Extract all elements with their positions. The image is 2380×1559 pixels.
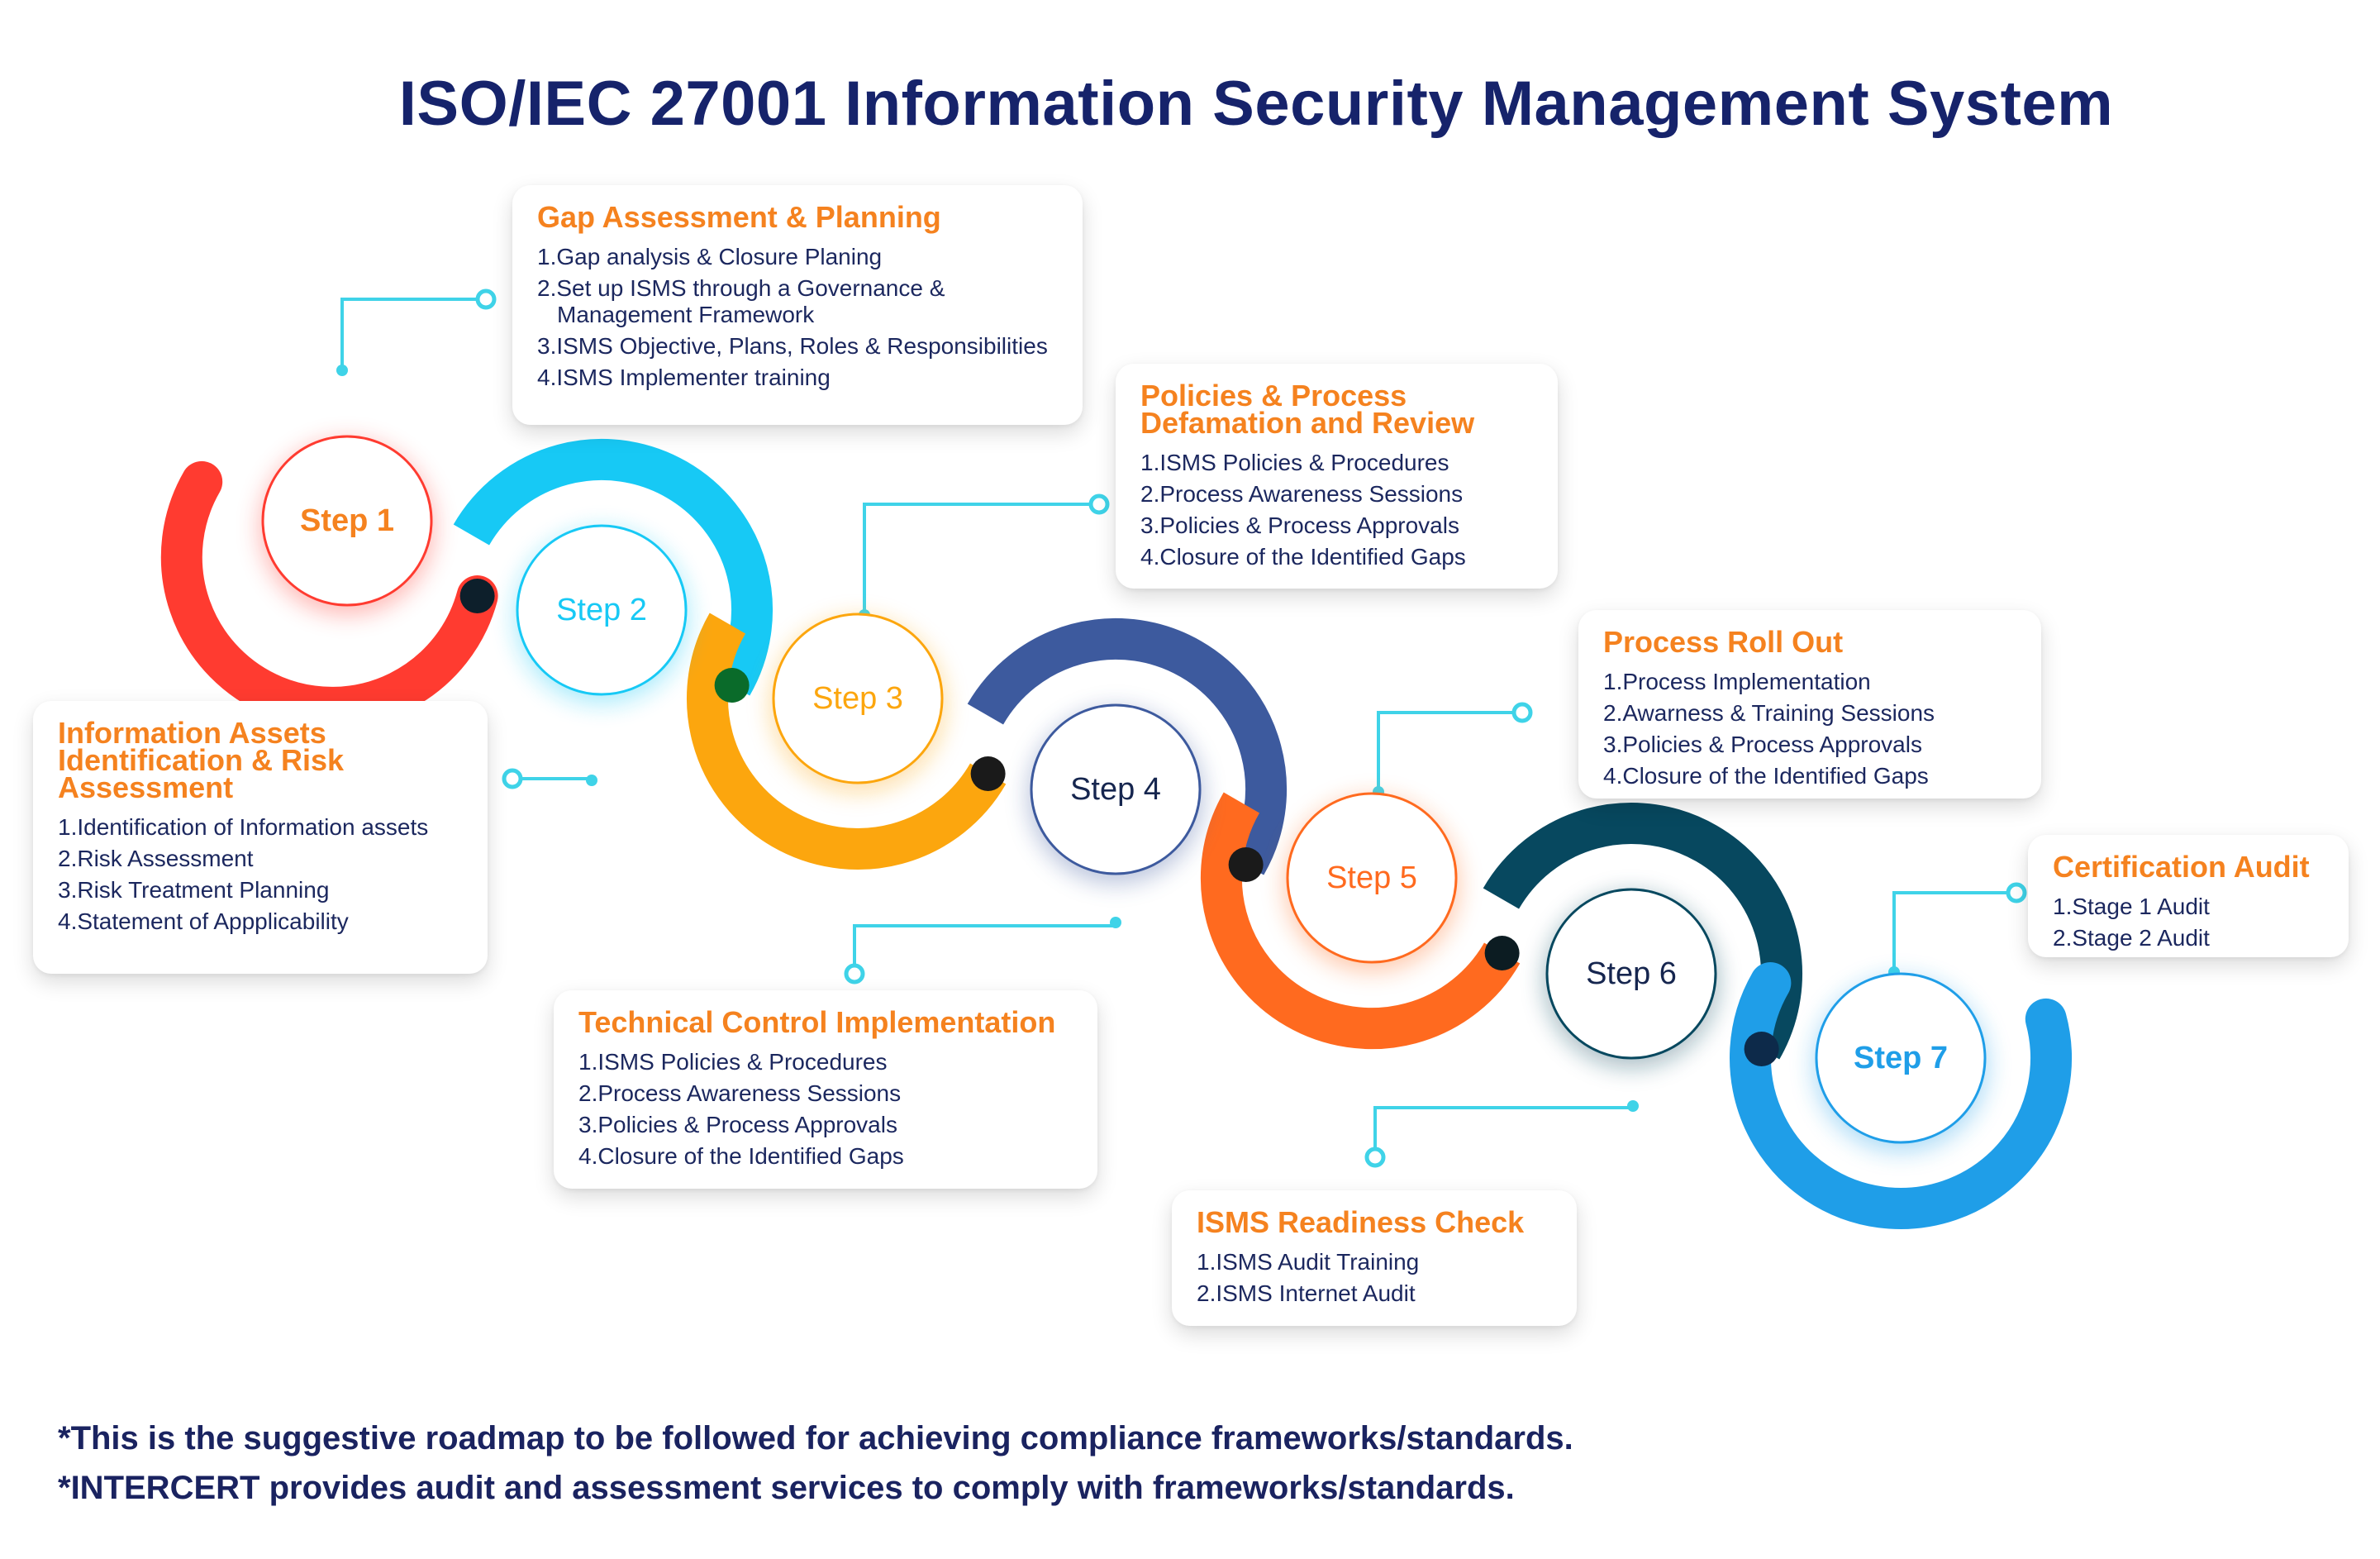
list-item: 2.Set up ISMS through a Governance & Man… xyxy=(537,275,945,327)
list-item: 3.Risk Treatment Planning xyxy=(58,877,330,903)
step-arc-7 xyxy=(1730,962,2072,1229)
card-title: Information Assets Identification & Risk… xyxy=(58,716,345,804)
list-item: 2.Process Awareness Sessions xyxy=(1140,481,1464,507)
step-label: Step 7 xyxy=(1854,1041,1948,1075)
step-circle xyxy=(772,613,944,784)
list-item: 2.Stage 2 Audit xyxy=(2053,925,2210,951)
step-circle xyxy=(1545,888,1717,1060)
step-label: Step 3 xyxy=(812,681,903,716)
joint-dot xyxy=(970,756,1006,791)
connector-start-dot xyxy=(1627,1100,1639,1112)
connector-end-dot xyxy=(1511,702,1533,723)
joint-dot xyxy=(1744,1032,1779,1066)
connector-line-6 xyxy=(1373,1106,1635,1157)
list-item: 1.Stage 1 Audit xyxy=(2053,894,2210,919)
step-circle xyxy=(1286,792,1458,964)
connector-line-7 xyxy=(1892,891,2016,972)
list-item: 1.Identification of Information assets xyxy=(58,814,429,840)
list-item: 4.ISMS Implementer training xyxy=(537,365,831,390)
footnote-roadmap: *This is the suggestive roadmap to be fo… xyxy=(58,1420,1573,1456)
step-arc-2 xyxy=(453,439,773,696)
card-isms-readiness: ISMS Readiness Check 1.ISMS Audit Traini… xyxy=(1172,1190,1577,1326)
step-circle xyxy=(1815,972,1987,1144)
connector-end-dot xyxy=(502,768,523,789)
joint-dot xyxy=(1484,936,1520,970)
card-gap-assessment: Gap Assessment & Planning 1.Gap analysis… xyxy=(512,185,1083,425)
card-process-roll-out: Process Roll Out 1.Process Implementatio… xyxy=(1578,610,2041,799)
step-label: Step 5 xyxy=(1326,861,1417,895)
step-arc-1 xyxy=(160,460,498,728)
card-certification-audit: Certification Audit 1.Stage 1 Audit 2.St… xyxy=(2028,835,2349,957)
list-item: 4.Closure of the Identified Gaps xyxy=(1603,763,1929,789)
connector-line-3 xyxy=(863,503,1099,615)
card-title: Technical Control Implementation xyxy=(578,1005,1056,1039)
step-circle xyxy=(261,435,433,607)
card-title: Policies & Process Defamation and Review xyxy=(1140,379,1475,440)
step-arc-3 xyxy=(687,613,1007,870)
card-information-assets: Information Assets Identification & Risk… xyxy=(33,701,488,974)
connector-end-dot xyxy=(1088,493,1110,515)
step-circle xyxy=(1030,703,1202,875)
list-item: 4.Closure of the Identified Gaps xyxy=(1140,544,1466,570)
step-1-node: Step 1 xyxy=(259,435,435,615)
connector-line-5 xyxy=(1377,711,1522,792)
step-arc-5 xyxy=(1201,792,1521,1049)
connector-line-2 xyxy=(512,777,593,780)
connector-end-dot xyxy=(475,288,497,310)
connector-start-dot xyxy=(336,365,348,376)
step-5-node: Step 5 xyxy=(1284,792,1459,972)
list-item: 1.ISMS Audit Training xyxy=(1197,1249,1420,1275)
step-3-node: Step 3 xyxy=(770,613,945,793)
connector-start-dot xyxy=(1110,917,1121,928)
connector-end-dot xyxy=(2006,882,2027,903)
connector-end-dot xyxy=(1364,1147,1386,1168)
connector-line-1 xyxy=(340,298,486,370)
step-label: Step 4 xyxy=(1070,772,1161,807)
list-item: 3.Policies & Process Approvals xyxy=(1603,732,1922,757)
list-item: 3.ISMS Objective, Plans, Roles & Respons… xyxy=(537,333,1048,359)
list-item: 1.ISMS Policies & Procedures xyxy=(578,1049,888,1075)
step-7-node: Step 7 xyxy=(1813,972,1988,1152)
list-item: 4.Statement of Appplicability xyxy=(58,908,349,934)
step-circle xyxy=(516,524,688,696)
connector-line-4 xyxy=(853,923,1117,974)
footnote-intercert: *INTERCERT provides audit and assessment… xyxy=(58,1470,1515,1506)
step-6-node: Step 6 xyxy=(1544,888,1719,1068)
step-label: Step 1 xyxy=(300,503,394,538)
list-item: 1.ISMS Policies & Procedures xyxy=(1140,450,1449,475)
card-title: Process Roll Out xyxy=(1603,625,1844,659)
joint-dot xyxy=(714,668,750,703)
list-item: 4.Closure of the Identified Gaps xyxy=(578,1143,904,1169)
step-label: Step 6 xyxy=(1586,956,1677,991)
card-technical-control: Technical Control Implementation 1.ISMS … xyxy=(554,990,1097,1189)
step-4-node: Step 4 xyxy=(1028,703,1203,884)
step-arc-4 xyxy=(967,618,1287,875)
page-title: ISO/IEC 27001 Information Security Manag… xyxy=(398,69,2114,139)
list-item: 2.Process Awareness Sessions xyxy=(578,1080,902,1106)
connector-end-dot xyxy=(844,963,865,985)
list-item: 2.Risk Assessment xyxy=(58,846,254,871)
joint-dot xyxy=(1228,847,1264,882)
step-label: Step 2 xyxy=(556,593,647,627)
list-item: 3.Policies & Process Approvals xyxy=(578,1112,897,1137)
list-item: 2.Awarness & Training Sessions xyxy=(1603,700,1935,726)
joint-dot xyxy=(459,579,495,613)
list-item: 1.Gap analysis & Closure Planing xyxy=(537,244,883,269)
step-2-node: Step 2 xyxy=(514,524,689,704)
list-item: 2.ISMS Internet Audit xyxy=(1197,1280,1416,1306)
list-item: 3.Policies & Process Approvals xyxy=(1140,513,1459,538)
card-title: Certification Audit xyxy=(2053,850,2310,884)
card-policies-process: Policies & Process Defamation and Review… xyxy=(1116,364,1558,589)
card-title: ISMS Readiness Check xyxy=(1197,1205,1525,1239)
card-title: Gap Assessment & Planning xyxy=(537,200,941,234)
connector-start-dot xyxy=(586,775,597,786)
list-item: 1.Process Implementation xyxy=(1603,669,1871,694)
